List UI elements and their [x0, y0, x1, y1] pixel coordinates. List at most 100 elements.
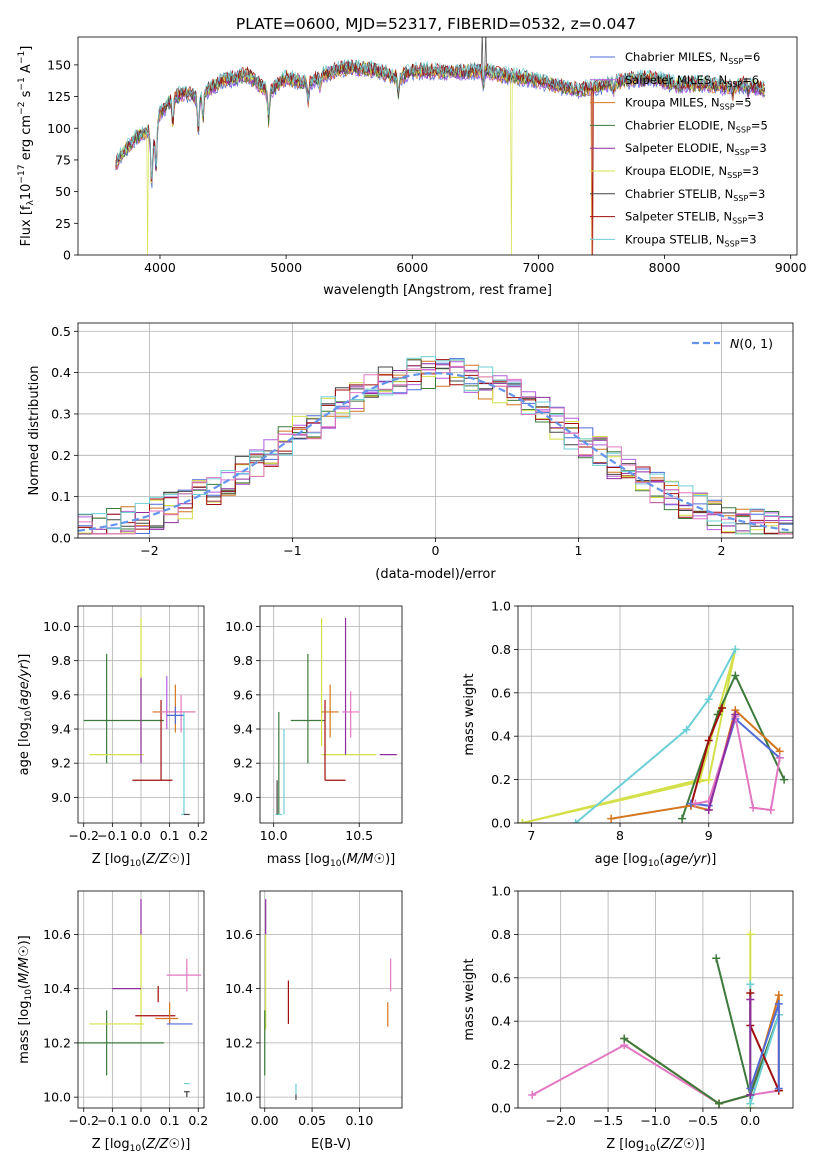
- y-tick-label: 9.6: [51, 687, 71, 702]
- weight-marker: [704, 775, 713, 784]
- plot-area: [275, 617, 397, 816]
- y-tick-label: 9.0: [233, 790, 253, 805]
- weight-marker: [682, 725, 691, 734]
- legend-label: Chabrier ELODIE, NSSP​=5: [625, 118, 768, 134]
- panel-mass-vs-EBV: 0.00 0.05 0.10 10.0 10.2 10.4 10.6 E(B-V): [225, 890, 403, 1152]
- weight-line: [749, 1003, 780, 1089]
- plot-area: [115, 37, 766, 255]
- y-tick-label: 0.0: [491, 816, 511, 831]
- weight-marker: [607, 814, 616, 823]
- ticks: −2.0 −1.5 −1.0 −0.5 0.0 0.0 0.2 0.4 0.6 0.8 1.0: [491, 884, 760, 1129]
- weight-marker: [766, 805, 775, 814]
- errorbars: [264, 899, 392, 1100]
- y-tick-label: 9.6: [233, 687, 253, 702]
- x-tick-label: 7: [527, 828, 535, 843]
- weight-marker: [746, 930, 755, 939]
- x-axis-label: E(B-V): [311, 1137, 351, 1152]
- legend-label: Kroupa MILES, NSSP​=5: [625, 96, 752, 112]
- y-tick-label: 9.2: [51, 756, 71, 771]
- x-tick-label: 0.10: [345, 1113, 373, 1128]
- weight-marker: [678, 814, 687, 823]
- plot-area: [264, 899, 392, 1100]
- plot-area: [528, 930, 783, 1108]
- gridlines: [260, 891, 402, 1108]
- axes-frame: [77, 605, 205, 824]
- y-axis-label: mass [log10​(M/M☉)]: [17, 935, 34, 1064]
- panel-age-vs-mass: 10.0 10.5 9.0 9.2 9.4 9.6 9.8 10.0 mass [log10​(…: [225, 605, 403, 869]
- x-axis-label: Z [log10​(Z/Z☉)]: [606, 1137, 705, 1154]
- x-axis-label: (data-model)/error: [375, 567, 496, 582]
- weight-marker: [780, 775, 789, 784]
- weight-marker: [712, 954, 721, 963]
- y-tick-label: 10.0: [43, 1090, 71, 1105]
- y-tick-label: 0.4: [51, 365, 71, 380]
- x-tick-label: −0.2: [69, 828, 99, 843]
- y-tick-label: 9.0: [51, 790, 71, 805]
- panel-mass-vs-Z: −0.2−0.1 0.0 0.1 0.2 10.0 10.2 10.4 10.6 Z [log1…: [17, 890, 208, 1154]
- y-axis-label: mass weight: [462, 673, 477, 755]
- y-tick-label: 10.4: [225, 981, 253, 996]
- weight-lines: [528, 930, 783, 1108]
- legend-label: Chabrier STELIB, NSSP​=3: [625, 187, 765, 203]
- x-tick-label: −1: [283, 543, 301, 558]
- x-tick-label: 8000: [649, 260, 681, 275]
- gridlines: [260, 606, 402, 823]
- y-tick-label: 150: [47, 57, 71, 72]
- x-tick-label: 1: [575, 543, 583, 558]
- y-tick-label: 0.0: [491, 1101, 511, 1116]
- weight-marker: [704, 695, 713, 704]
- panel-age-vs-Z: −0.2−0.1 0.0 0.1 0.2 9.0 9.2 9.4 9.6 9.8 10.0 Z [l…: [17, 605, 208, 869]
- axes-frame: [77, 890, 205, 1109]
- plot-area: [518, 645, 789, 823]
- x-tick-label: 6000: [396, 260, 428, 275]
- weight-marker: [704, 736, 713, 745]
- x-tick-label: −2: [140, 543, 158, 558]
- plot-area: [78, 899, 202, 1098]
- x-tick-label: 8: [616, 828, 624, 843]
- spectrum-line-salpeter-stelib: [115, 59, 766, 255]
- y-tick-label: 0.8: [491, 642, 511, 657]
- x-tick-label: −2.0: [545, 1113, 575, 1128]
- errorbars: [78, 899, 202, 1098]
- x-tick-label: 0.00: [251, 1113, 279, 1128]
- x-tick-label: 0.1: [160, 828, 180, 843]
- x-tick-label: 0.05: [298, 1113, 326, 1128]
- axes-frame: [259, 890, 403, 1109]
- weight-lines: [518, 645, 789, 823]
- x-tick-label: −0.5: [688, 1113, 718, 1128]
- x-axis-label: Z [log10​(Z/Z☉)]: [92, 1137, 191, 1154]
- legend: N(0, 1): [692, 336, 773, 351]
- x-tick-label: −0.2: [69, 1113, 99, 1128]
- y-tick-label: 10.2: [225, 1035, 253, 1050]
- weight-line: [707, 714, 737, 811]
- y-tick-label: 9.2: [233, 756, 253, 771]
- weight-marker: [704, 805, 713, 814]
- y-tick-label: 10.6: [225, 927, 253, 942]
- y-tick-label: 10.6: [43, 927, 71, 942]
- x-tick-label: 7000: [523, 260, 555, 275]
- weight-line: [715, 958, 752, 1096]
- y-tick-label: 0.0: [51, 531, 71, 546]
- histograms: [78, 356, 793, 535]
- panel-weight-vs-Z: −2.0 −1.5 −1.0 −0.5 0.0 0.0 0.2 0.4 0.6 0.8 1.0 Z […: [462, 884, 794, 1154]
- y-tick-label: 25: [55, 216, 71, 231]
- panel-weight-vs-age: 7 8 9 0.0 0.2 0.4 0.6 0.8 1.0 age [log10​(age/yr)…: [462, 599, 794, 869]
- x-tick-label: 0: [432, 543, 440, 558]
- y-tick-label: 0.8: [491, 927, 511, 942]
- axes-frame: [517, 605, 794, 824]
- weight-marker: [731, 671, 740, 680]
- weight-line: [623, 1014, 780, 1105]
- x-axis-label: Z [log10​(Z/Z☉)]: [92, 852, 191, 869]
- legend-label: Salpeter MILES, NSSP​=6: [625, 73, 759, 89]
- weight-marker: [571, 819, 580, 823]
- x-tick-label: 0.0: [131, 1113, 151, 1128]
- spectrum-lines: [115, 37, 766, 255]
- x-tick-label: 9000: [775, 260, 807, 275]
- y-axis-label: Normed distribution: [27, 366, 42, 496]
- weight-line: [695, 716, 781, 812]
- y-tick-label: 0.4: [491, 1014, 511, 1029]
- y-tick-label: 0.1: [51, 489, 71, 504]
- y-tick-label: 0: [63, 248, 71, 263]
- weight-marker: [774, 1084, 783, 1093]
- x-tick-label: 0.2: [188, 828, 208, 843]
